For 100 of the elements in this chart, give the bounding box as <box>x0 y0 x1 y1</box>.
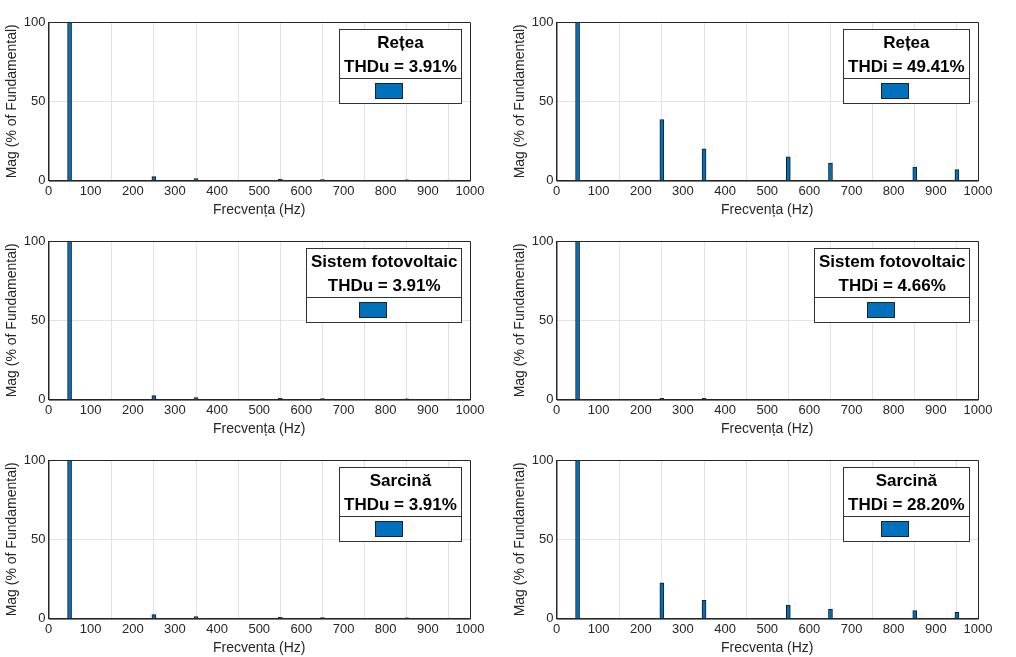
x-tick-label: 500 <box>248 401 271 417</box>
y-axis-title: Mag (% of Fundamental) <box>3 243 20 398</box>
x-tick-label: 300 <box>164 401 186 417</box>
x-axis-title: Frecvența (Hz) <box>212 201 306 218</box>
x-tick-label: 200 <box>121 620 144 636</box>
x-tick-label: 700 <box>332 182 355 198</box>
y-tick-label: 100 <box>531 13 554 29</box>
x-tick-label: 800 <box>882 401 905 417</box>
legend-box: Sarcină THDu = 3.91% <box>339 467 462 542</box>
x-tick-label: 700 <box>840 182 863 198</box>
x-tick-label: 700 <box>840 620 863 636</box>
y-tick-label: 50 <box>31 92 46 108</box>
x-tick-label: 400 <box>714 620 736 636</box>
y-tick-label: 0 <box>546 172 554 188</box>
x-tick-label: 100 <box>79 620 102 636</box>
annotation: THDu = 3.91% <box>343 494 458 516</box>
x-tick-label: 300 <box>164 620 186 636</box>
y-tick-label: 0 <box>546 391 554 407</box>
legend-title: Sistem fotovoltaic <box>310 251 459 273</box>
y-tick-label: 100 <box>531 451 554 467</box>
x-tick-label: 100 <box>79 401 102 417</box>
x-tick-label: 100 <box>587 620 610 636</box>
annotation: THDu = 3.91% <box>326 275 442 297</box>
y-tick-label: 50 <box>539 530 554 546</box>
legend-title: Rețea <box>882 32 931 54</box>
x-tick-label: 500 <box>756 182 779 198</box>
legend-title: Rețea <box>376 32 425 54</box>
x-tick-label: 800 <box>374 620 397 636</box>
x-tick-label: 500 <box>756 620 779 636</box>
x-tick-label: 1000 <box>963 401 993 417</box>
x-tick-label: 900 <box>417 401 439 417</box>
x-tick-label: 1000 <box>963 620 993 636</box>
x-tick-label: 700 <box>332 401 355 417</box>
y-tick-label: 0 <box>38 610 46 626</box>
x-tick-label: 400 <box>206 182 228 198</box>
y-tick-label: 50 <box>31 530 46 546</box>
y-tick-label: 0 <box>546 610 554 626</box>
x-tick-label: 200 <box>121 182 144 198</box>
x-tick-label: 600 <box>290 182 313 198</box>
x-axis-title: Frecventa (Hz) <box>212 639 306 656</box>
x-tick-label: 1000 <box>963 182 993 198</box>
legend-box: Rețea THDu = 3.91% <box>339 29 462 104</box>
y-tick-label: 50 <box>539 311 554 327</box>
y-tick-label: 0 <box>38 391 46 407</box>
x-tick-label: 900 <box>417 620 439 636</box>
y-tick-label: 100 <box>23 232 46 248</box>
x-tick-label: 800 <box>882 182 905 198</box>
annotation: THDi = 49.41% <box>847 56 966 78</box>
y-tick-label: 0 <box>38 172 46 188</box>
x-tick-label: 700 <box>332 620 355 636</box>
y-axis-title: Mag (% of Fundamental) <box>511 24 528 179</box>
x-tick-label: 900 <box>417 182 439 198</box>
legend-box: Rețea THDi = 49.41% <box>843 29 970 104</box>
legend-title: Sistem fotovoltaic <box>818 251 967 273</box>
x-tick-label: 800 <box>374 401 397 417</box>
legend-title: Sarcină <box>368 470 433 492</box>
x-tick-label: 200 <box>121 401 144 417</box>
x-tick-label: 400 <box>206 401 228 417</box>
x-tick-label: 300 <box>672 401 694 417</box>
x-tick-label: 100 <box>587 401 610 417</box>
x-tick-label: 400 <box>206 620 228 636</box>
y-tick-label: 50 <box>31 311 46 327</box>
x-tick-label: 800 <box>374 182 397 198</box>
x-tick-label: 600 <box>798 620 821 636</box>
x-tick-label: 100 <box>587 182 610 198</box>
x-tick-label: 300 <box>164 182 186 198</box>
x-tick-label: 900 <box>925 620 947 636</box>
y-tick-label: 100 <box>531 232 554 248</box>
y-tick-label: 50 <box>539 92 554 108</box>
x-axis-title: Frecvența (Hz) <box>212 420 306 437</box>
annotation: THDi = 4.66% <box>837 275 947 297</box>
x-tick-label: 500 <box>248 620 271 636</box>
legend-box: Sarcină THDi = 28.20% <box>843 467 970 542</box>
x-tick-label: 1000 <box>455 620 485 636</box>
x-axis-title: Frecventa (Hz) <box>720 639 814 656</box>
x-axis-title: Frecvența (Hz) <box>720 201 814 218</box>
legend-box: Sistem fotovoltaic THDu = 3.91% <box>306 248 463 323</box>
annotation: THDi = 28.20% <box>847 494 966 516</box>
y-axis-title: Mag (% of Fundamental) <box>511 462 528 617</box>
x-tick-label: 200 <box>629 182 652 198</box>
annotation: THDu = 3.91% <box>343 56 458 78</box>
x-tick-label: 500 <box>756 401 779 417</box>
y-tick-label: 100 <box>23 451 46 467</box>
x-tick-label: 1000 <box>455 182 485 198</box>
x-tick-label: 600 <box>290 620 313 636</box>
x-tick-label: 400 <box>714 182 736 198</box>
x-tick-label: 100 <box>79 182 102 198</box>
x-tick-label: 900 <box>925 182 947 198</box>
y-axis-title: Mag (% of Fundamental) <box>511 243 528 398</box>
x-tick-label: 900 <box>925 401 947 417</box>
y-tick-label: 100 <box>23 13 46 29</box>
x-tick-label: 600 <box>798 401 821 417</box>
x-axis-title: Frecvența (Hz) <box>720 420 814 437</box>
x-tick-label: 800 <box>882 620 905 636</box>
x-tick-label: 600 <box>798 182 821 198</box>
x-tick-label: 200 <box>629 620 652 636</box>
x-tick-label: 300 <box>672 182 694 198</box>
x-tick-label: 400 <box>714 401 736 417</box>
y-axis-title: Mag (% of Fundamental) <box>3 24 20 179</box>
x-tick-label: 300 <box>672 620 694 636</box>
